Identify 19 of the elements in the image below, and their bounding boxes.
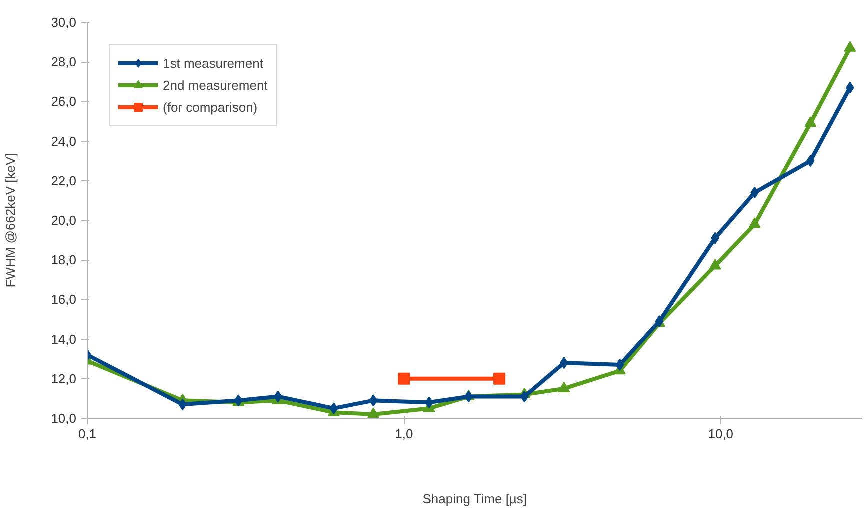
y-tick-label: 26,0	[51, 94, 77, 110]
legend-label: 1st measurement	[163, 56, 264, 70]
y-tick-label: 24,0	[51, 134, 77, 149]
legend-label: 2nd measurement	[163, 78, 268, 92]
y-tick-label: 22,0	[51, 173, 77, 188]
y-tick-label: 18,0	[51, 252, 77, 268]
x-tick-label: 10,0	[708, 426, 734, 442]
y-tick-label: 30,0	[51, 15, 77, 30]
x-axis-title: Shaping Time [µs]	[422, 492, 528, 506]
y-tick-label: 10,0	[51, 411, 77, 426]
y-tick-label: 14,0	[51, 332, 77, 347]
y-tick-label: 16,0	[51, 292, 77, 308]
x-tick-label: 1,0	[395, 426, 414, 442]
y-tick-label: 28,0	[51, 54, 77, 70]
x-tick-label: 0,1	[78, 426, 97, 442]
legend-label: (for comparison)	[163, 100, 258, 114]
y-tick-label: 20,0	[51, 213, 77, 228]
y-axis-title: FWHM @662keV [keV]	[3, 153, 18, 288]
y-tick-label: 12,0	[51, 371, 77, 386]
